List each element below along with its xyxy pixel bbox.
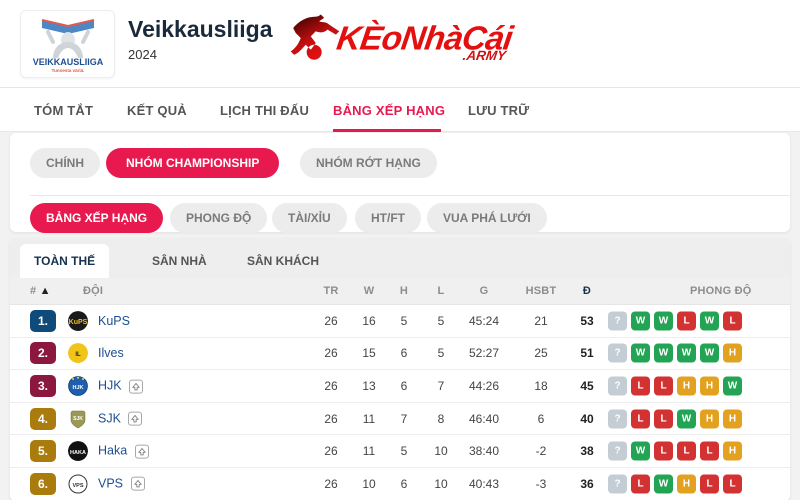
svg-text:SJK: SJK: [73, 416, 83, 422]
svg-text:Tunnesta väriä.: Tunnesta väriä.: [51, 68, 84, 73]
svg-text:HAKA: HAKA: [70, 450, 86, 456]
svg-text:.ARMY: .ARMY: [462, 48, 508, 63]
svg-text:VEIKKAUSLIIGA: VEIKKAUSLIIGA: [32, 57, 103, 67]
svg-text:HJK: HJK: [72, 385, 83, 391]
svg-text:IL: IL: [75, 352, 81, 358]
svg-text:VPS: VPS: [72, 483, 83, 489]
svg-text:KuPS: KuPS: [69, 319, 88, 326]
